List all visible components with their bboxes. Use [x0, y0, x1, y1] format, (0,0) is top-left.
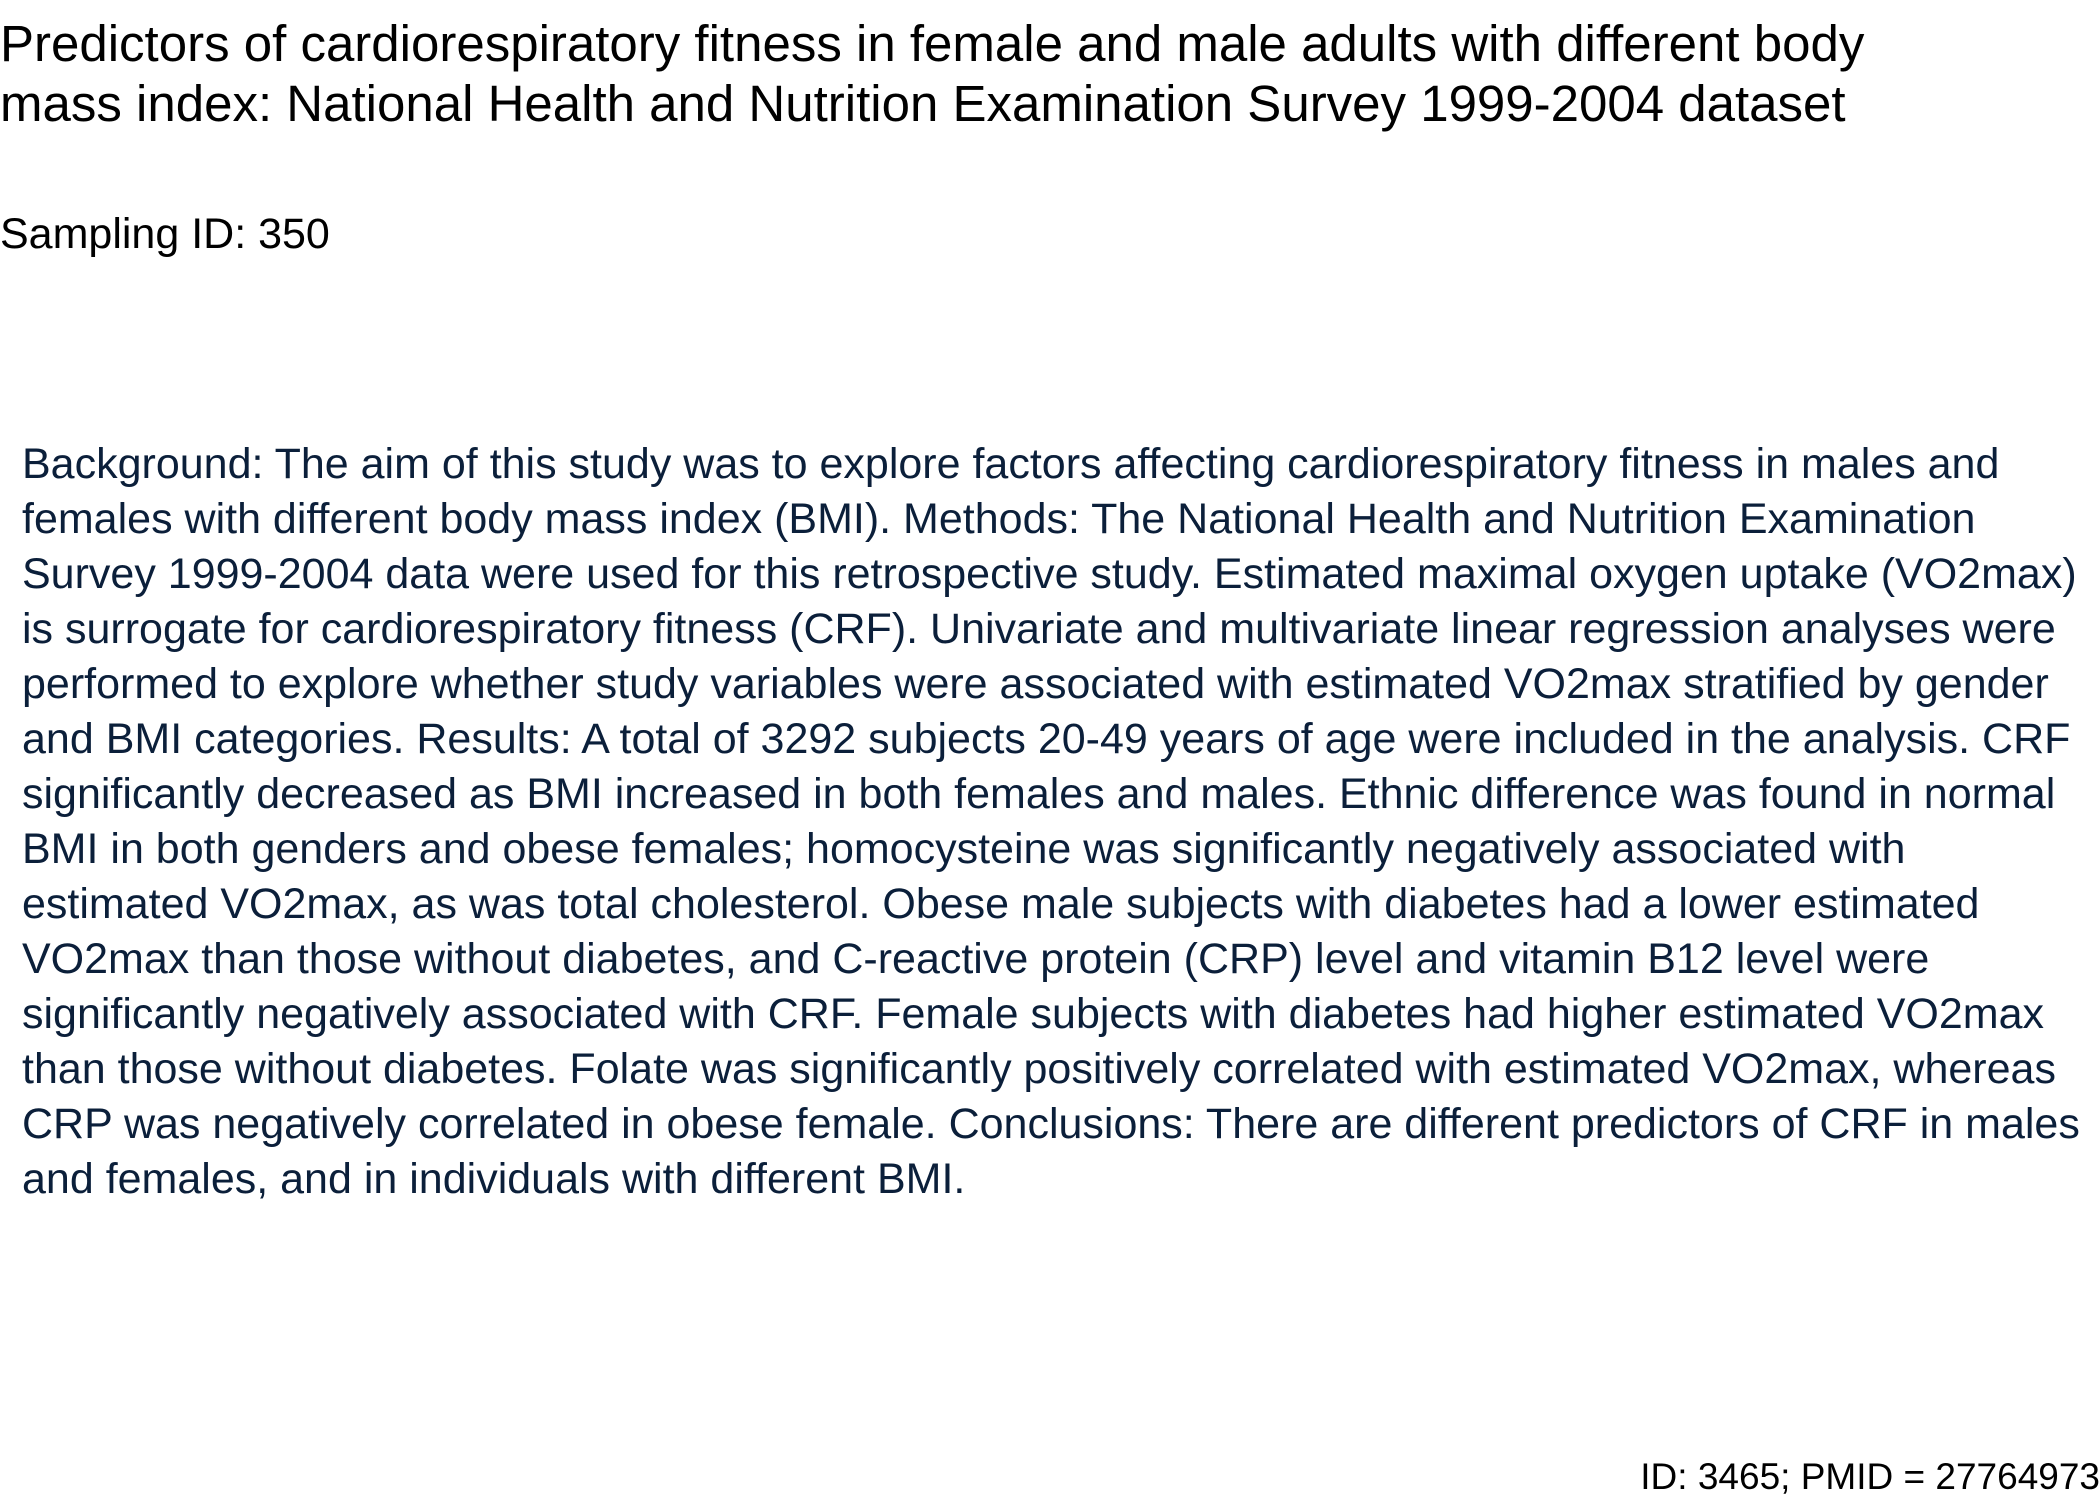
- paper-title: Predictors of cardiorespiratory fitness …: [0, 15, 1865, 132]
- sampling-id: Sampling ID: 350: [0, 210, 330, 258]
- record-id: ID: 3465; PMID = 27764973: [1640, 1456, 2100, 1497]
- abstract-text: Background: The aim of this study was to…: [22, 440, 2080, 1203]
